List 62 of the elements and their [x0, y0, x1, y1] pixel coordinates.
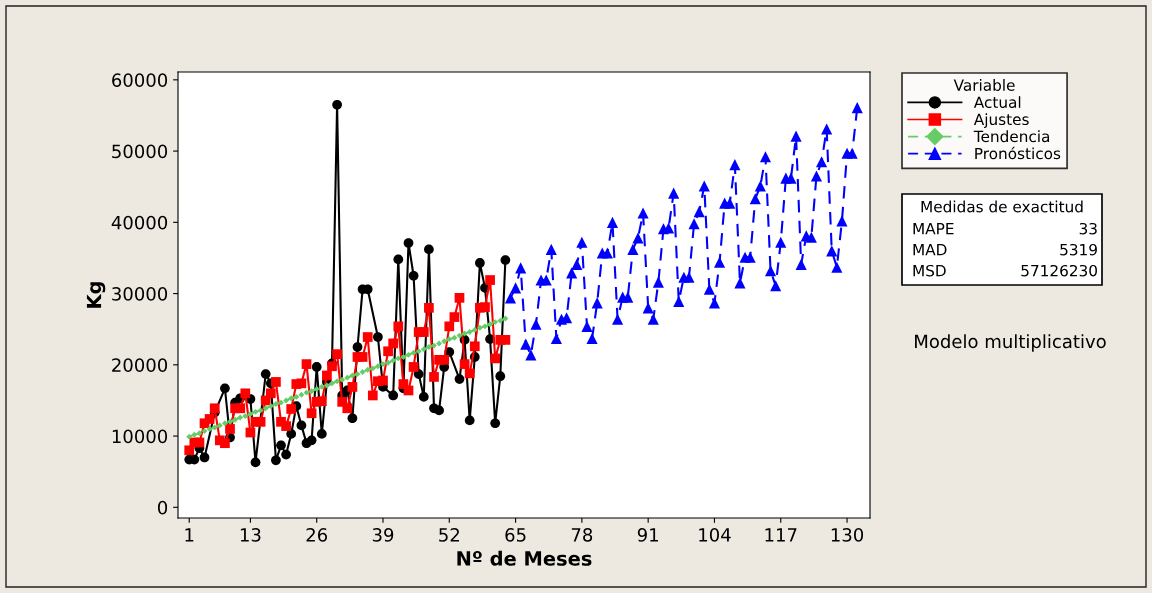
text: MAD	[913, 244, 947, 256]
legend-label: Pronósticos	[975, 146, 1061, 160]
point	[276, 440, 286, 451]
text: 57126230	[1021, 264, 1097, 277]
y-tick-label: 30000	[112, 287, 168, 301]
text: 33	[1079, 222, 1097, 235]
point	[393, 254, 404, 265]
x-tick-label: 130	[831, 528, 864, 542]
x-tick-label: 1	[185, 528, 194, 542]
point	[454, 374, 465, 384]
y-tick-label: 20000	[112, 358, 168, 372]
point	[260, 369, 271, 379]
point	[500, 255, 511, 265]
point	[424, 244, 434, 255]
y-tick-label: 60000	[112, 73, 168, 87]
point	[332, 99, 342, 110]
point	[373, 332, 383, 342]
point	[250, 457, 261, 468]
legend-label: Tendencia	[973, 130, 1050, 143]
y-tick-label: 40000	[111, 215, 168, 230]
x-tick-label: 13	[240, 528, 261, 542]
x-tick-label: 104	[699, 528, 731, 542]
point	[347, 413, 358, 424]
point	[316, 429, 327, 439]
point	[403, 238, 414, 248]
point	[418, 392, 429, 402]
point	[296, 420, 307, 431]
point	[388, 390, 399, 401]
x-tick-label: 78	[571, 528, 593, 542]
point	[220, 383, 230, 394]
legend-label: Ajustes	[973, 113, 1029, 129]
point	[306, 435, 317, 446]
text: MSD	[913, 264, 946, 277]
point	[464, 415, 475, 426]
point	[352, 342, 363, 352]
point	[311, 362, 322, 372]
x-tick-label: 117	[765, 528, 797, 542]
x-tick-label: 91	[637, 528, 658, 542]
text: Modelo multiplicativo	[915, 334, 1106, 352]
x-tick-label: 39	[372, 528, 394, 542]
y-tick-label: 0	[157, 500, 168, 515]
x-axis-title: Nº de Meses	[457, 550, 592, 566]
x-tick-label: 52	[439, 528, 459, 542]
point	[490, 418, 501, 429]
legend-label: Actual	[973, 96, 1021, 109]
point	[286, 429, 297, 439]
x-tick-label: 26	[306, 528, 328, 542]
y-tick-label: 50000	[112, 144, 168, 159]
point	[475, 258, 485, 268]
point	[271, 455, 281, 466]
point	[495, 371, 506, 382]
x-tick-label: 65	[505, 528, 526, 542]
text: Medidas de exactitud	[921, 200, 1083, 213]
text: 5319	[1060, 243, 1097, 256]
point	[281, 449, 291, 460]
point	[199, 452, 210, 463]
y-axis-title: Kg	[86, 282, 106, 308]
point	[408, 270, 419, 281]
point	[434, 405, 444, 416]
y-tick-label: 10000	[112, 429, 168, 444]
text: MAPE	[913, 223, 954, 235]
legend-title: Variable	[953, 79, 1015, 91]
